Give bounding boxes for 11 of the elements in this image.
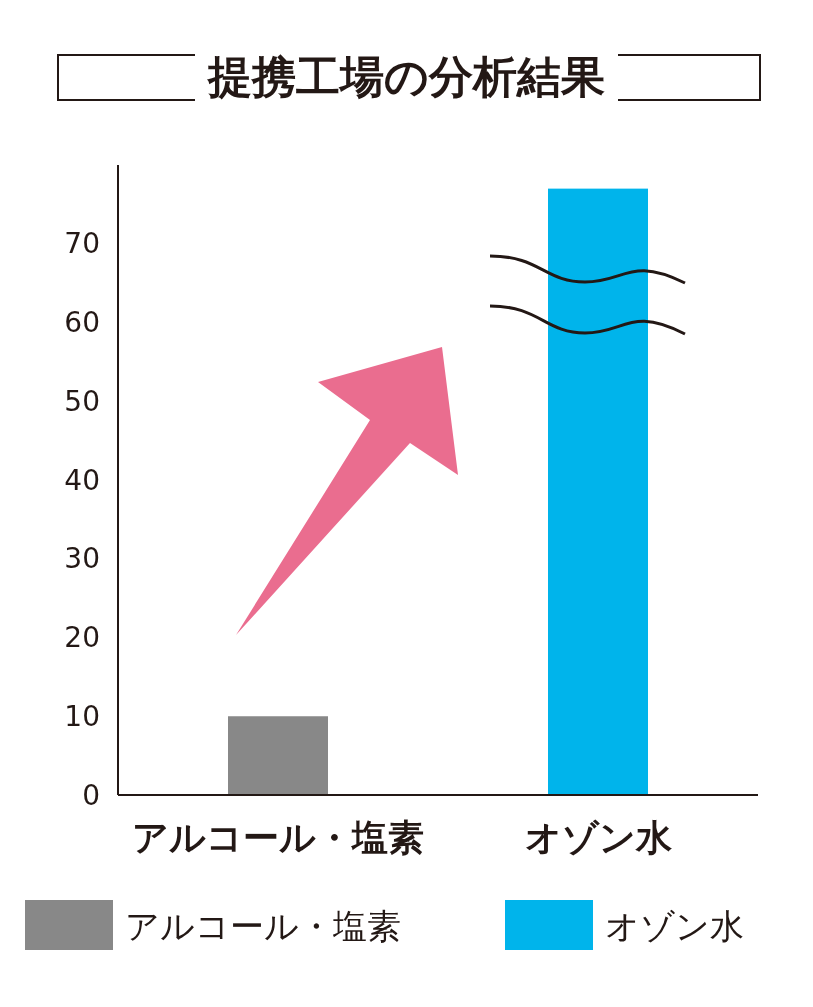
y-tick-label: 60 [64, 306, 100, 339]
y-tick-label: 30 [64, 542, 100, 576]
y-tick-label: 40 [64, 463, 100, 497]
y-tick-label: 10 [64, 699, 100, 733]
y-tick-label: 50 [64, 384, 100, 418]
y-tick-label: 20 [64, 621, 100, 654]
legend-label: アルコール・塩素 [125, 906, 401, 946]
y-tick-label: 70 [64, 227, 100, 261]
legend-label: オゾン水 [605, 906, 744, 946]
chart-title: 提携工場の分析結果 [206, 51, 605, 102]
y-tick-label: 0 [82, 778, 100, 812]
